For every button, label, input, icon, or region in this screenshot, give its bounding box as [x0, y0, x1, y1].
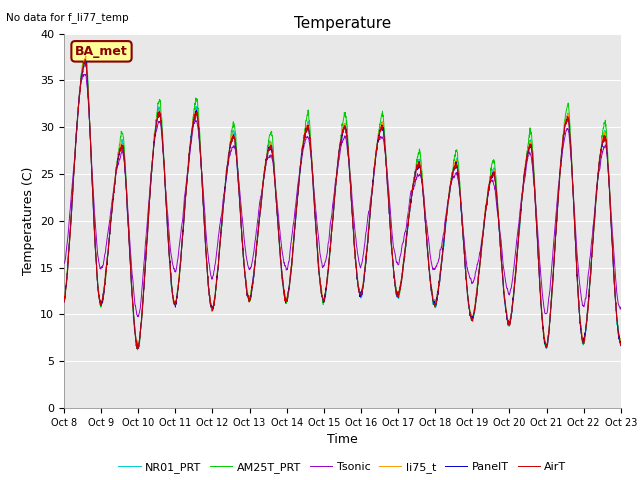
AM25T_PRT [371, 160, 379, 166]
li75_t [505, 318, 513, 324]
PanelT [371, 161, 379, 167]
NR01_PRT [568, 164, 576, 170]
li75_t [82, 53, 90, 59]
X-axis label: Time: Time [327, 433, 358, 446]
AirT [617, 340, 625, 346]
Tsonic [216, 222, 223, 228]
Line: AirT: AirT [64, 60, 621, 349]
Text: No data for f_li77_temp: No data for f_li77_temp [6, 12, 129, 23]
Tsonic [134, 314, 142, 320]
Tsonic [60, 261, 68, 266]
AM25T_PRT [584, 310, 591, 315]
li75_t [568, 166, 576, 171]
PanelT [359, 285, 367, 291]
Line: PanelT: PanelT [64, 61, 621, 349]
Tsonic [568, 170, 576, 176]
AirT [505, 322, 513, 327]
PanelT [568, 169, 576, 175]
AM25T_PRT [359, 284, 367, 289]
Tsonic [81, 72, 88, 77]
AM25T_PRT [617, 338, 625, 344]
Tsonic [359, 254, 367, 260]
PanelT [216, 243, 223, 249]
PanelT [60, 299, 68, 305]
NR01_PRT [371, 160, 379, 166]
li75_t [216, 240, 223, 246]
AM25T_PRT [505, 322, 513, 328]
PanelT [617, 343, 625, 348]
NR01_PRT [617, 340, 625, 346]
AM25T_PRT [568, 165, 576, 170]
AirT [568, 168, 576, 173]
Text: BA_met: BA_met [75, 45, 128, 58]
PanelT [82, 58, 90, 64]
AM25T_PRT [133, 346, 141, 351]
PanelT [505, 321, 513, 327]
AirT [134, 346, 141, 352]
Title: Temperature: Temperature [294, 16, 391, 31]
NR01_PRT [505, 323, 513, 328]
Line: Tsonic: Tsonic [64, 74, 621, 317]
Line: li75_t: li75_t [64, 56, 621, 348]
AirT [359, 284, 367, 290]
li75_t [584, 307, 591, 313]
li75_t [134, 345, 142, 350]
NR01_PRT [584, 306, 591, 312]
AirT [60, 300, 68, 305]
AM25T_PRT [81, 44, 89, 50]
li75_t [359, 281, 367, 287]
AM25T_PRT [216, 244, 223, 250]
Legend: NR01_PRT, AM25T_PRT, Tsonic, li75_t, PanelT, AirT: NR01_PRT, AM25T_PRT, Tsonic, li75_t, Pan… [114, 457, 571, 477]
Tsonic [505, 291, 513, 297]
AirT [81, 57, 89, 62]
li75_t [60, 295, 68, 301]
NR01_PRT [216, 244, 223, 250]
PanelT [584, 307, 591, 313]
NR01_PRT [60, 291, 68, 297]
AirT [216, 245, 223, 251]
NR01_PRT [359, 283, 367, 288]
Line: NR01_PRT: NR01_PRT [64, 56, 621, 350]
PanelT [133, 346, 141, 352]
NR01_PRT [82, 53, 90, 59]
Tsonic [371, 162, 379, 168]
li75_t [371, 155, 379, 161]
Tsonic [617, 305, 625, 311]
li75_t [617, 337, 625, 343]
Y-axis label: Temperatures (C): Temperatures (C) [22, 167, 35, 275]
AM25T_PRT [60, 297, 68, 302]
AirT [371, 161, 379, 167]
Tsonic [584, 280, 591, 286]
AirT [584, 309, 591, 315]
Line: AM25T_PRT: AM25T_PRT [64, 47, 621, 348]
NR01_PRT [134, 347, 141, 353]
